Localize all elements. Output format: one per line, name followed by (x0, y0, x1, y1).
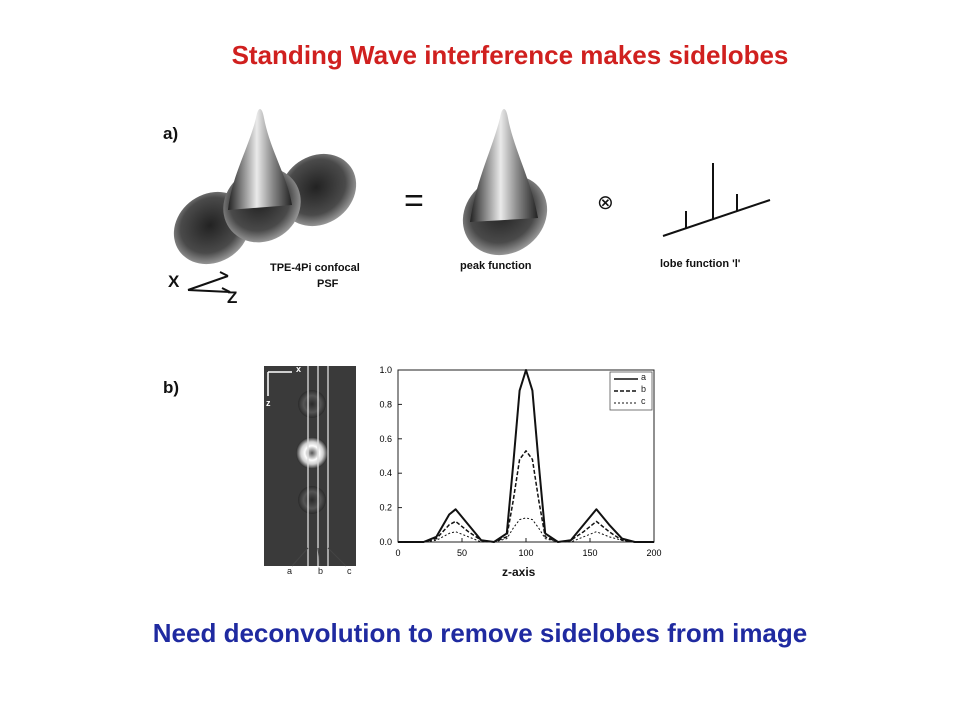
slide-footer: Need deconvolution to remove sidelobes f… (152, 618, 808, 648)
series-line-c (398, 517, 654, 543)
peak-spike (470, 109, 538, 222)
series-line-a (398, 369, 654, 543)
line-label-b: b (318, 566, 324, 576)
y-tick-label: 0.6 (379, 434, 392, 444)
legend-text-a: a (641, 372, 647, 382)
xz-image-z-label: z (266, 398, 271, 408)
xz-image-x-label: x (296, 364, 302, 374)
psf-label: TPE-4Pi confocal (270, 262, 360, 274)
chart-xlabel: z-axis (502, 565, 536, 579)
y-tick-label: 0.0 (379, 537, 392, 547)
x-tick-label: 150 (582, 548, 597, 558)
xz-axes (187, 271, 231, 293)
lobe-function-label: lobe function 'l' (660, 258, 741, 270)
xz-central-ring (296, 437, 328, 469)
x-tick-label: 100 (518, 548, 533, 558)
lobe-baseline (662, 199, 771, 237)
panel-b-label: b) (163, 378, 180, 397)
series-line-b (398, 450, 654, 543)
y-tick-label: 0.4 (379, 468, 392, 478)
xz-pointer-a (291, 547, 309, 567)
xz-sidelobe-bottom (298, 486, 326, 514)
peak-function-label: peak function (460, 260, 532, 272)
axis-x-label: X (168, 272, 180, 291)
legend-text-c: c (641, 396, 646, 406)
line-label-c: c (347, 566, 352, 576)
slide-title: Standing Wave interference makes sidelob… (231, 40, 789, 70)
legend-text-b: b (641, 384, 647, 394)
y-tick-label: 0.8 (379, 399, 392, 409)
chart-series (398, 369, 654, 543)
psf-central-peak (228, 109, 292, 210)
chart-legend (609, 371, 653, 411)
y-tick-label: 1.0 (379, 365, 392, 375)
intensity-line-chart: 0 50 100 150 200 0.0 0.2 0.4 0.6 0.8 1.0 (379, 365, 661, 558)
lobe-function-plot (662, 163, 771, 237)
convolve-symbol: ⊗ (597, 192, 614, 214)
y-tick-label: 0.2 (379, 503, 392, 513)
xz-pointer-b (317, 547, 321, 567)
xz-image (264, 366, 356, 567)
psf-label-2: PSF (317, 278, 339, 290)
xz-pointer-c (327, 547, 347, 567)
xz-sidelobe-top (298, 390, 326, 418)
peak-function-plot (462, 109, 548, 256)
x-tick-label: 0 (395, 548, 400, 558)
axis-z-label: Z (227, 288, 238, 307)
x-tick-label: 200 (646, 548, 661, 558)
psf-3d-plot (173, 109, 357, 265)
line-label-a: a (287, 566, 293, 576)
x-tick-label: 50 (457, 548, 467, 558)
equals-sign: = (404, 182, 424, 220)
panel-a-label: a) (163, 124, 179, 143)
